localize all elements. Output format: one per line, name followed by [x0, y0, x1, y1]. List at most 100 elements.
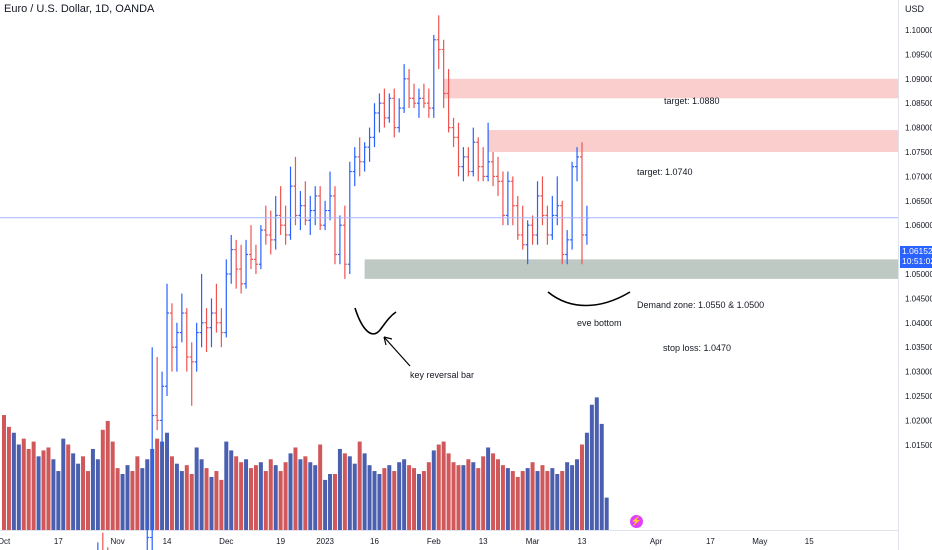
volume-bar: [130, 471, 135, 530]
volume-bar: [165, 432, 170, 530]
x-tick-label: Mar: [526, 537, 540, 546]
volume-bar: [545, 471, 550, 530]
key-reversal-arrow-head: [383, 336, 393, 346]
volume-bar: [471, 462, 476, 530]
volume-bar: [362, 453, 367, 530]
volume-bar: [125, 465, 130, 530]
volume-bar: [466, 459, 471, 530]
volume-bar: [496, 459, 500, 530]
volume-bar: [56, 471, 61, 530]
annotation-stop-loss[interactable]: stop loss: 1.0470: [663, 343, 732, 353]
x-tick-label: 16: [370, 537, 379, 546]
lightning-icon[interactable]: ⚡: [630, 515, 643, 528]
annotation-key-reversal[interactable]: key reversal bar: [410, 370, 475, 380]
volume-bar: [46, 447, 51, 530]
volume-bar: [491, 453, 496, 530]
volume-bar: [135, 456, 140, 530]
bar-countdown: 10:51:02: [902, 256, 932, 266]
volume-bar: [184, 465, 189, 530]
volume-bar: [505, 468, 510, 530]
volume-bar: [71, 453, 76, 530]
volume-bar: [244, 459, 249, 530]
annotation-target-low[interactable]: target: 1.0740: [637, 167, 693, 177]
volume-bar: [318, 444, 323, 530]
volume-bar: [11, 432, 16, 530]
volume-bar: [451, 462, 456, 530]
volume-bar: [426, 462, 431, 530]
volume-bar: [535, 471, 540, 530]
volume-bar: [392, 471, 397, 530]
volume-bar: [85, 471, 90, 530]
x-tick-label: 17: [706, 537, 715, 546]
annotation-target-high[interactable]: target: 1.0880: [664, 96, 720, 106]
volume-bar: [179, 471, 184, 530]
y-tick-label: 1.05000: [905, 270, 932, 279]
volume-bar: [189, 474, 194, 530]
volume-bar: [278, 471, 283, 530]
y-tick-label: 1.07000: [905, 172, 932, 181]
volume-bar: [599, 423, 604, 530]
volume-bar: [253, 465, 258, 530]
y-tick-label: 1.08000: [905, 124, 932, 133]
volume-bar: [194, 447, 199, 530]
volume-bar: [407, 465, 412, 530]
volume-bar: [530, 462, 535, 530]
volume-bar: [342, 453, 347, 530]
volume-bar: [36, 456, 41, 530]
x-tick-label: Apr: [650, 537, 663, 546]
x-tick-label: 13: [479, 537, 488, 546]
y-tick-label: 1.06000: [905, 221, 932, 230]
volume-bar: [169, 456, 174, 530]
volume-bar: [575, 459, 580, 530]
volume-bar: [268, 459, 273, 530]
volume-bar: [456, 465, 461, 530]
volume-bar: [41, 450, 46, 530]
annotation-demand-zone[interactable]: Demand zone: 1.0550 & 1.0500: [637, 300, 765, 310]
annotation-eve-bottom[interactable]: eve bottom: [577, 318, 622, 328]
volume-bar: [219, 479, 224, 530]
y-tick-label: 1.09000: [905, 75, 932, 84]
chart-title[interactable]: Euro / U.S. Dollar, 1D, OANDA: [4, 3, 155, 15]
volume-bar: [555, 474, 560, 530]
volume-bar: [525, 468, 530, 530]
volume-bar: [204, 468, 209, 530]
volume-bar: [160, 441, 165, 530]
volume-bar: [51, 459, 56, 530]
volume-bar: [26, 448, 31, 530]
volume-bar: [436, 444, 441, 530]
volume-bar: [2, 415, 6, 530]
volume-bar: [115, 468, 120, 530]
volume-bar: [120, 474, 125, 530]
volume-bar: [421, 471, 426, 530]
volume-bar: [412, 468, 417, 530]
x-tick-label: Dec: [219, 537, 233, 546]
volume-bar: [199, 459, 204, 530]
y-tick-label: 1.09500: [905, 50, 932, 59]
y-tick-label: 1.01500: [905, 441, 932, 450]
volume-bar: [486, 447, 491, 530]
x-tick-label: Feb: [427, 537, 441, 546]
key-reversal-curve: [354, 307, 397, 335]
volume-bar: [550, 468, 555, 530]
volume-bar: [510, 471, 515, 530]
last-price-badge: 1.06152 10:51:02: [900, 246, 932, 268]
x-tick-label: 19: [276, 537, 285, 546]
volume-bar: [323, 479, 328, 530]
volume-bar: [110, 441, 115, 530]
volume-bar: [382, 468, 387, 530]
volume-bar: [288, 453, 293, 530]
y-tick-label: 1.07500: [905, 148, 932, 157]
x-tick-label: May: [752, 537, 767, 546]
volume-bar: [416, 474, 421, 530]
volume-bar: [328, 474, 333, 530]
y-tick-label: 1.06500: [905, 197, 932, 206]
volume-bar: [446, 453, 451, 530]
last-price-value: 1.06152: [902, 246, 932, 256]
axis-currency-label: USD: [905, 4, 925, 14]
volume-bar: [476, 468, 481, 530]
volume-bar: [515, 476, 520, 530]
eve-bottom-curve: [547, 291, 631, 307]
volume-bar: [6, 426, 11, 530]
